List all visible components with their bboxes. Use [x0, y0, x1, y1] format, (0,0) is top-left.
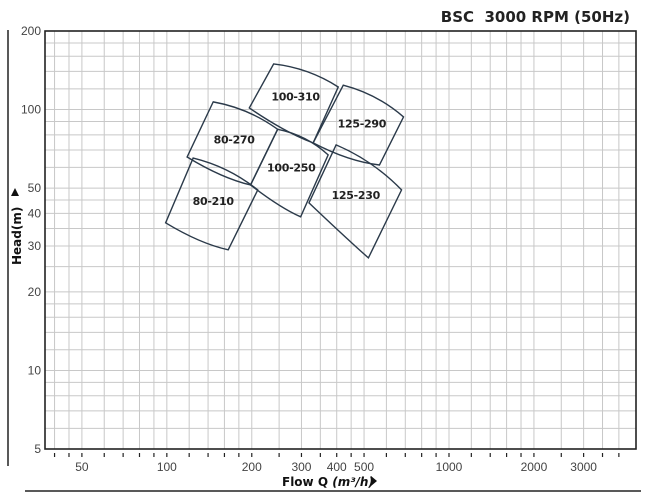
- x-tick-label: 300: [291, 460, 311, 474]
- x-tick-label: 50: [75, 460, 89, 474]
- x-tick-label: 1000: [436, 460, 463, 474]
- y-axis-arrow-icon: [11, 188, 19, 196]
- pump-region-80-210: [164, 157, 259, 251]
- pump-region-125-290: [312, 84, 405, 166]
- pump-region-label: 125-290: [338, 117, 387, 130]
- y-tick-label: 5: [34, 442, 41, 456]
- pump-region-label: 125-230: [332, 189, 381, 202]
- x-axis-unit: (m³/h): [332, 475, 374, 489]
- y-tick-label: 20: [28, 285, 42, 299]
- y-axis-label: Head(m): [10, 207, 24, 265]
- x-tick-label: 500: [354, 460, 374, 474]
- y-tick-label: 50: [28, 181, 42, 195]
- chart-title: BSC 3000 RPM (50Hz): [441, 8, 630, 26]
- pump-region-label: 80-210: [193, 195, 235, 208]
- y-tick-label: 40: [28, 206, 42, 220]
- x-tick-label: 3000: [570, 460, 597, 474]
- pump-regions: 100-310 125-290 80-270 100-250 125-230 80-210: [164, 63, 405, 260]
- y-tick-label: 30: [28, 239, 42, 253]
- y-tick-label: 10: [28, 363, 42, 377]
- pump-region-125-230: [308, 143, 403, 260]
- pump-region-label: 100-250: [267, 162, 316, 175]
- ticks: 50 100 200 300 400 500 1000 2000 3000 5 10 20 30 40 50…: [21, 24, 620, 474]
- x-tick-label: 100: [157, 460, 177, 474]
- grid: [45, 31, 636, 449]
- x-tick-label: 2000: [521, 460, 548, 474]
- pump-region-100-250: [249, 128, 329, 218]
- x-axis-name: Flow Q: [282, 475, 328, 489]
- x-axis-arrow-icon: [371, 476, 377, 486]
- x-axis-label: Flow Q (m³/h): [282, 475, 374, 489]
- y-tick-label: 100: [21, 103, 41, 117]
- y-axis-title: Head(m): [10, 207, 24, 265]
- pump-region-label: 100-310: [271, 90, 320, 103]
- plot-frame: [44, 30, 637, 450]
- x-tick-label: 400: [327, 460, 347, 474]
- y-tick-label: 200: [21, 24, 41, 38]
- pump-region-label: 80-270: [214, 133, 256, 146]
- x-tick-label: 200: [242, 460, 262, 474]
